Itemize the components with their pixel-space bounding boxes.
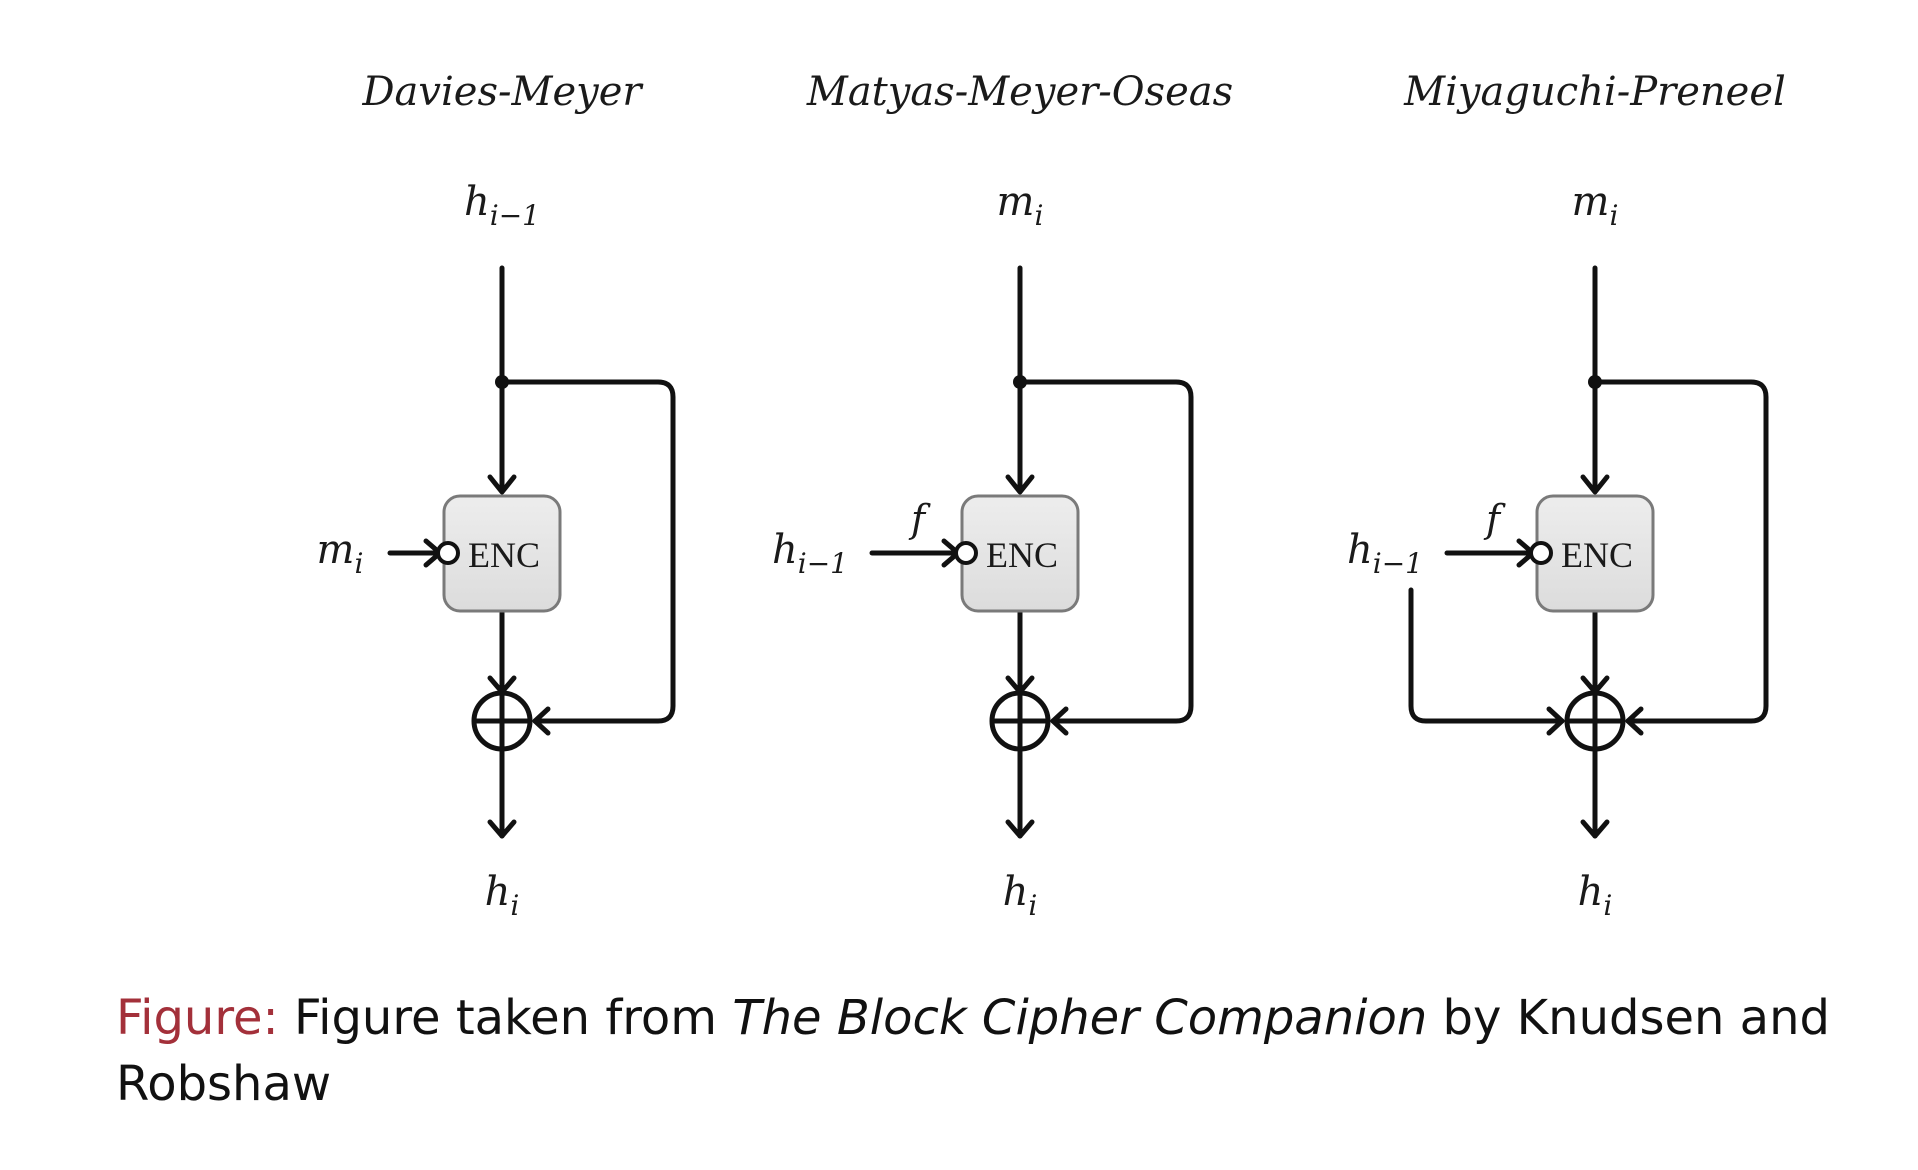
key-input-circle (436, 541, 460, 565)
caption-lead: Figure: (116, 990, 279, 1046)
xor-icon (471, 690, 533, 752)
output-label: hi (1003, 869, 1038, 922)
side-input-label: hi−1 (1347, 527, 1423, 580)
caption-authors: by Knudsen and Robshaw (116, 990, 1830, 1112)
enc-label: ENC (986, 535, 1058, 575)
feedback-line (1017, 379, 1194, 724)
scheme-davies-meyer: Davies-Meyer hi−1 ENC mi hi (317, 69, 676, 922)
arrow-head (1625, 706, 1644, 736)
arrow-head (1005, 474, 1035, 495)
arrow-head (1050, 706, 1069, 736)
arrow-head (1580, 819, 1610, 839)
top-input-label: mi (997, 179, 1044, 232)
figure-caption: Figure: Figure taken from The Block Ciph… (116, 985, 1856, 1117)
top-input-label: mi (1572, 179, 1619, 232)
scheme-title: Miyaguchi-Preneel (1403, 69, 1786, 115)
feedback-line (1592, 379, 1769, 724)
arrow-head (1580, 474, 1610, 495)
enc-label: ENC (1561, 535, 1633, 575)
scheme-matyas-meyer-oseas: Matyas-Meyer-Oseas mi ENC hi−1 f hi (772, 69, 1233, 922)
xor-icon (1564, 690, 1626, 752)
side-input-label: mi (317, 527, 364, 580)
arrow-head (1546, 706, 1565, 736)
feedback-line (499, 379, 676, 724)
caption-text: Figure taken from (294, 990, 718, 1046)
key-input-circle (954, 541, 978, 565)
side-input-label: hi−1 (772, 527, 848, 580)
junction-dot (495, 375, 509, 389)
arrow-head (532, 706, 551, 736)
block-cipher-diagram: Davies-Meyer hi−1 ENC mi hi Matyas-Meyer… (317, 69, 1786, 922)
arrow-head (487, 819, 517, 839)
function-tag: f (908, 497, 931, 541)
arrow-head (487, 474, 517, 495)
enc-label: ENC (468, 535, 540, 575)
junction-dot (1013, 375, 1027, 389)
key-input-circle (1529, 541, 1553, 565)
scheme-title: Davies-Meyer (361, 69, 644, 115)
scheme-miyaguchi-preneel: Miyaguchi-Preneel mi ENC hi−1 f hi (1347, 69, 1786, 922)
junction-dot (1588, 375, 1602, 389)
chaining-feedback-line (1408, 587, 1565, 724)
output-label: hi (1578, 869, 1613, 922)
arrow-head (1005, 819, 1035, 839)
top-input-label: hi−1 (464, 179, 540, 232)
output-label: hi (485, 869, 520, 922)
scheme-title: Matyas-Meyer-Oseas (806, 69, 1233, 115)
xor-icon (989, 690, 1051, 752)
function-tag: f (1483, 497, 1506, 541)
caption-book-title: The Block Cipher Companion (732, 990, 1428, 1046)
